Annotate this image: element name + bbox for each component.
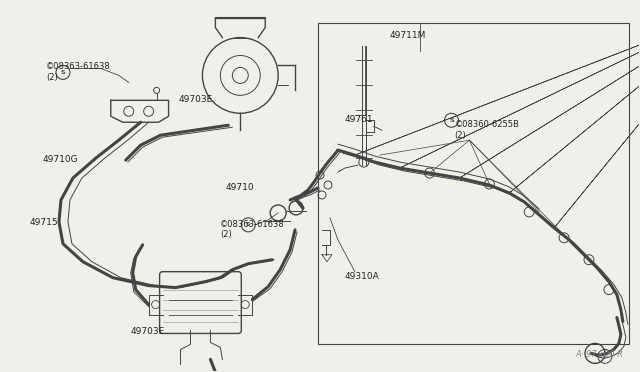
Text: 49710G: 49710G	[43, 155, 79, 164]
Text: 49761: 49761	[345, 115, 374, 124]
Text: 49715: 49715	[29, 218, 58, 227]
Text: 49711M: 49711M	[390, 31, 426, 39]
Circle shape	[424, 168, 435, 178]
Circle shape	[484, 179, 494, 189]
Text: 49310A: 49310A	[345, 272, 380, 281]
Circle shape	[559, 233, 569, 243]
Text: 49703E: 49703E	[131, 327, 165, 336]
Circle shape	[604, 285, 614, 295]
Circle shape	[584, 255, 594, 265]
Bar	[318, 23, 629, 344]
Text: 49703E: 49703E	[179, 95, 212, 104]
Text: S: S	[449, 118, 454, 123]
Text: ©08363-61638
(2): ©08363-61638 (2)	[46, 62, 111, 82]
Text: A· 97×00 R: A· 97×00 R	[576, 350, 624, 359]
Text: S: S	[61, 70, 65, 75]
Text: ©08360-6255B
(2): ©08360-6255B (2)	[454, 120, 520, 140]
Text: 49710: 49710	[225, 183, 254, 192]
Circle shape	[524, 207, 534, 217]
Text: S: S	[246, 222, 251, 227]
Text: ©08363-61638
(2): ©08363-61638 (2)	[220, 220, 285, 239]
